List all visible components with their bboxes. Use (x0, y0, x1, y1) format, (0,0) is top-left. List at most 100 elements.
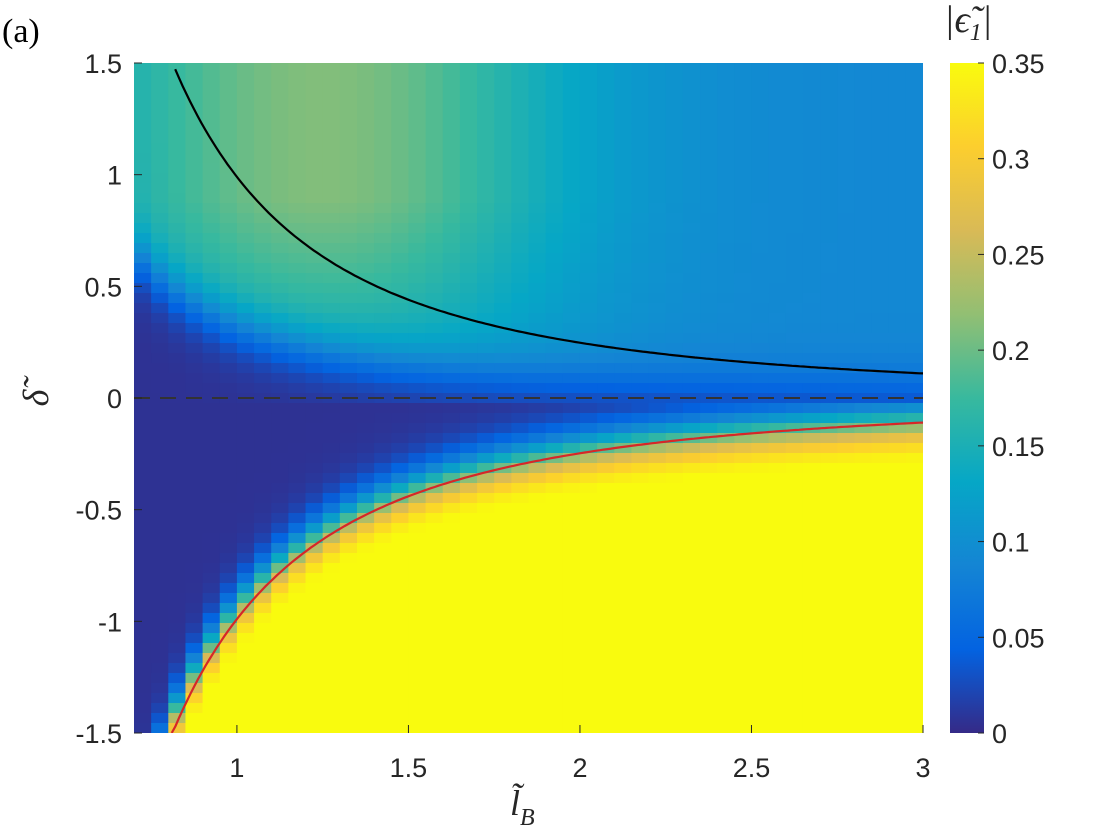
heatmap-cell (236, 413, 255, 424)
heatmap-cell (545, 313, 564, 324)
heatmap-cell (579, 443, 598, 454)
heatmap-cell (528, 543, 547, 554)
heatmap-cell (528, 173, 547, 184)
heatmap-cell (271, 133, 289, 144)
heatmap-cell (665, 113, 684, 124)
heatmap-cell (288, 573, 307, 584)
heatmap-cell (459, 223, 478, 234)
heatmap-cell (905, 83, 923, 94)
heatmap-cell (665, 223, 684, 234)
heatmap-cell (511, 103, 530, 114)
heatmap-cell (648, 383, 667, 394)
heatmap-cell (305, 513, 324, 524)
heatmap-cell (185, 523, 204, 534)
heatmap-cell (288, 623, 307, 634)
heatmap-cell (168, 343, 187, 354)
heatmap-cell (734, 153, 753, 164)
heatmap-cell (185, 163, 204, 174)
heatmap-cell (459, 703, 478, 714)
heatmap-cell (562, 403, 581, 414)
heatmap-cell (597, 303, 615, 314)
heatmap-cell (168, 613, 187, 624)
heatmap-cell (751, 483, 770, 494)
heatmap-cell (785, 373, 804, 384)
heatmap-cell (236, 623, 255, 634)
heatmap-cell (802, 503, 821, 514)
heatmap-cell (477, 653, 495, 664)
heatmap-cell (665, 703, 684, 714)
heatmap-cell (219, 633, 238, 644)
heatmap-cell (202, 583, 221, 594)
heatmap-cell (682, 83, 701, 94)
heatmap-cell (717, 293, 735, 304)
heatmap-cell (511, 163, 530, 174)
heatmap-cell (511, 403, 530, 414)
heatmap-cell (528, 483, 547, 494)
heatmap-cell (408, 443, 427, 454)
heatmap-cell (905, 93, 923, 104)
heatmap-cell (271, 343, 289, 354)
heatmap-cell (871, 253, 890, 264)
heatmap-cell (614, 193, 633, 204)
heatmap-cell (837, 603, 855, 614)
heatmap-cell (820, 673, 838, 684)
heatmap-cell (854, 683, 873, 694)
heatmap-cell (888, 203, 907, 214)
heatmap-cell (837, 213, 855, 224)
heatmap-cell (871, 463, 890, 474)
heatmap-cell (288, 663, 307, 674)
heatmap-cell (751, 343, 770, 354)
heatmap-cell (768, 293, 787, 304)
heatmap-cell (477, 683, 495, 694)
heatmap-cell (374, 93, 392, 104)
heatmap-cell (579, 93, 598, 104)
heatmap-cell (579, 433, 598, 444)
heatmap-cell (408, 553, 427, 564)
heatmap-cell (185, 133, 204, 144)
heatmap-cell (322, 333, 341, 344)
heatmap-cell (305, 113, 324, 124)
heatmap-cell (871, 633, 890, 644)
heatmap-cell (597, 223, 615, 234)
heatmap-cell (254, 473, 272, 484)
heatmap-cell (562, 273, 581, 284)
heatmap-cell (391, 653, 410, 664)
heatmap-cell (408, 93, 427, 104)
heatmap-cell (254, 283, 272, 294)
heatmap-cell (477, 113, 495, 124)
heatmap-cell (871, 513, 890, 524)
heatmap-cell (648, 293, 667, 304)
heatmap-cell (185, 263, 204, 274)
heatmap-cell (236, 363, 255, 374)
heatmap-cell (614, 313, 633, 324)
heatmap-cell (597, 673, 615, 684)
heatmap-cell (631, 233, 650, 244)
heatmap-cell (751, 643, 770, 654)
heatmap-cell (459, 93, 478, 104)
heatmap-cell (134, 633, 152, 644)
heatmap-cell (854, 133, 873, 144)
heatmap-cell (271, 403, 289, 414)
heatmap-cell (459, 683, 478, 694)
heatmap-cell (768, 473, 787, 484)
heatmap-cell (528, 433, 547, 444)
heatmap-cell (356, 453, 375, 464)
heatmap-cell (288, 713, 307, 724)
heatmap-cell (717, 573, 735, 584)
heatmap-cell (511, 443, 530, 454)
heatmap-cell (391, 643, 410, 654)
heatmap-cell (597, 173, 615, 184)
heatmap-cell (219, 173, 238, 184)
heatmap-cell (322, 533, 341, 544)
heatmap-cell (511, 333, 530, 344)
heatmap-cell (597, 273, 615, 284)
heatmap-cell (562, 73, 581, 84)
heatmap-cell (322, 193, 341, 204)
heatmap-cell (820, 683, 838, 694)
heatmap-cell (339, 553, 358, 564)
heatmap-cell (631, 243, 650, 254)
heatmap-cell (151, 443, 169, 454)
heatmap-cell (271, 153, 289, 164)
heatmap-cell (185, 143, 204, 154)
heatmap-cell (134, 83, 152, 94)
